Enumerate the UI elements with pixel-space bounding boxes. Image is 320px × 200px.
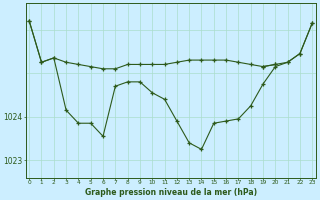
X-axis label: Graphe pression niveau de la mer (hPa): Graphe pression niveau de la mer (hPa) [85, 188, 257, 197]
